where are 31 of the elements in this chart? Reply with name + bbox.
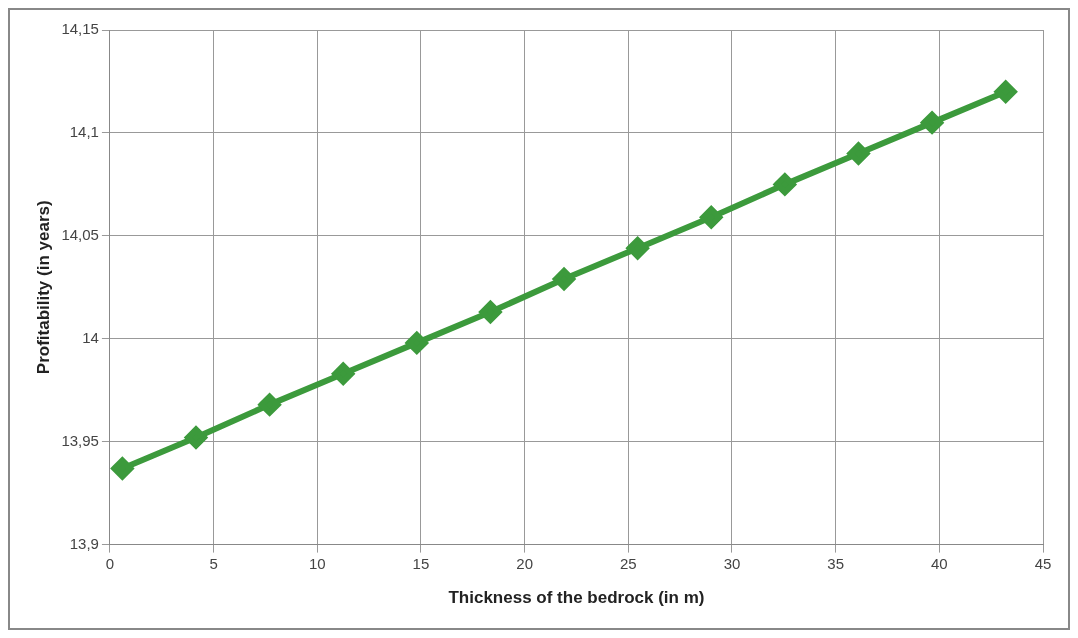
x-tick-label: 25 [619,554,637,572]
point [553,268,576,291]
point [332,362,355,385]
x-tick-label: 35 [827,554,844,572]
y-tick-label: 14,05 [61,225,99,243]
x-tick-label: 5 [209,554,218,572]
x-tick-label: 0 [105,554,115,572]
y-tick-label: 14,15 [61,20,99,38]
point [184,426,207,449]
point [773,173,796,196]
x-tick-label: 30 [723,554,741,572]
point [111,457,134,480]
x-tick-label: 10 [308,554,326,572]
x-axis-title: Thickness of the bedrock (in m) [448,588,705,608]
point [405,331,428,354]
x-tick-label: 20 [516,554,533,572]
y-tick-label: 13,95 [61,431,99,449]
y-tick-label: 13,9 [69,534,99,552]
point [921,111,944,134]
point [479,301,502,323]
y-tick-label: 14 [82,328,99,346]
point [258,393,281,416]
x-tick-label: 40 [930,554,948,572]
point [847,142,870,165]
point [994,80,1017,103]
point [700,206,723,229]
point [626,237,649,260]
x-tick-label: 45 [1034,554,1052,572]
y-tick-label: 14,1 [69,123,99,141]
x-tick-label: 15 [412,554,430,572]
y-axis-title: Profitability (in years) [33,200,53,375]
